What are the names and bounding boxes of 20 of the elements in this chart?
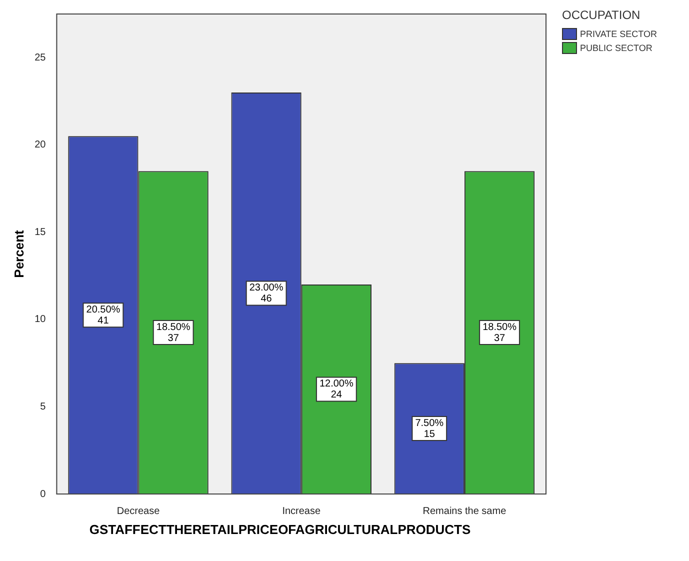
legend-label: PRIVATE SECTOR (580, 29, 658, 39)
y-tick-label: 10 (34, 314, 46, 326)
x-tick-label: Remains the same (422, 506, 507, 517)
legend-label: PUBLIC SECTOR (580, 43, 652, 53)
y-tick-label: 20 (34, 140, 46, 151)
y-tick-label: 0 (40, 488, 46, 500)
legend-title: OCCUPATION (562, 8, 642, 22)
data-label: 12.00% 24 (319, 378, 354, 401)
data-label: 18.50% 37 (482, 322, 517, 344)
data-label: 20.50% 41 (86, 304, 120, 326)
x-tick-label: Decrease (116, 506, 160, 517)
y-tick-label: 5 (40, 401, 46, 412)
x-axis-title: GSTAFFECTTHERETAILPRICEOFAGRICULTURALPRODUCTS (88, 522, 472, 537)
y-tick-label: 15 (34, 226, 46, 238)
x-tick-label: Increase (282, 506, 321, 517)
data-label: 18.50% 37 (156, 322, 190, 344)
data-label: 7.50% 15 (415, 418, 444, 440)
y-axis-title: Percent (11, 229, 26, 278)
y-tick-label: 25 (34, 52, 46, 64)
data-label: 23.00% 46 (249, 282, 284, 305)
